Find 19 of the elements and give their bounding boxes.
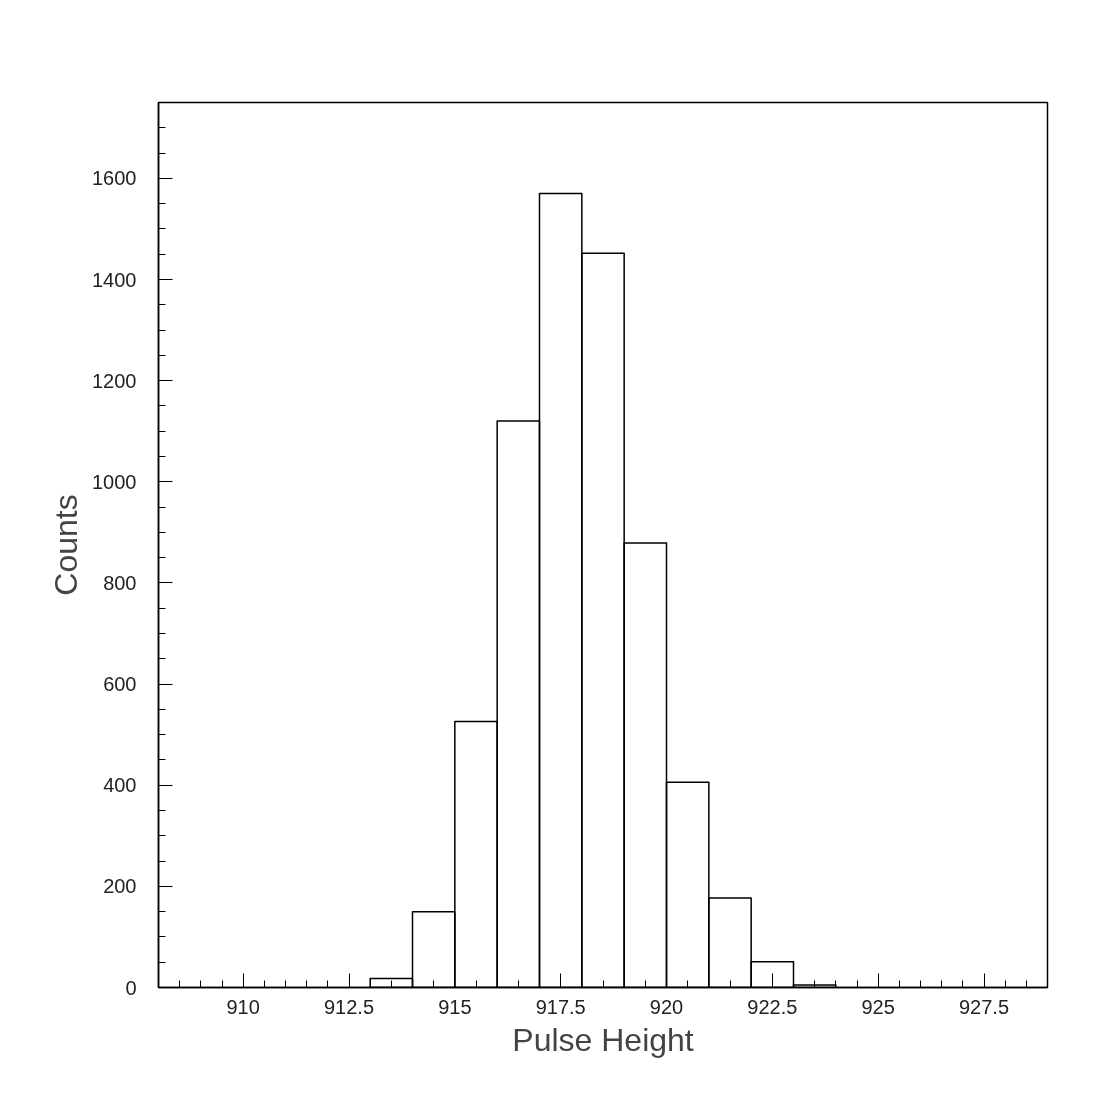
y-tick-label: 1400	[92, 268, 137, 291]
y-tick-label: 1000	[92, 470, 137, 493]
x-tick-label: 917.5	[535, 995, 586, 1018]
x-tick-label: 927.5	[958, 995, 1010, 1018]
x-axis-title: Pulse Height	[512, 1021, 694, 1058]
x-tick-label: 915	[438, 995, 472, 1018]
x-tick-label: 925	[861, 995, 895, 1018]
y-tick-label: 600	[103, 673, 137, 696]
x-tick-label: 922.5	[747, 995, 798, 1018]
y-tick-label: 1600	[92, 167, 137, 190]
y-tick-label: 200	[103, 875, 137, 898]
y-tick-label: 800	[103, 571, 137, 594]
x-tick-label: 920	[649, 995, 684, 1018]
x-tick-label: 912.5	[323, 995, 375, 1018]
y-axis-title: Counts	[48, 494, 85, 596]
y-tick-label: 400	[103, 774, 137, 797]
x-tick-label: 910	[226, 995, 260, 1018]
y-tick-label: 0	[125, 976, 137, 999]
y-tick-label: 1200	[92, 369, 137, 392]
